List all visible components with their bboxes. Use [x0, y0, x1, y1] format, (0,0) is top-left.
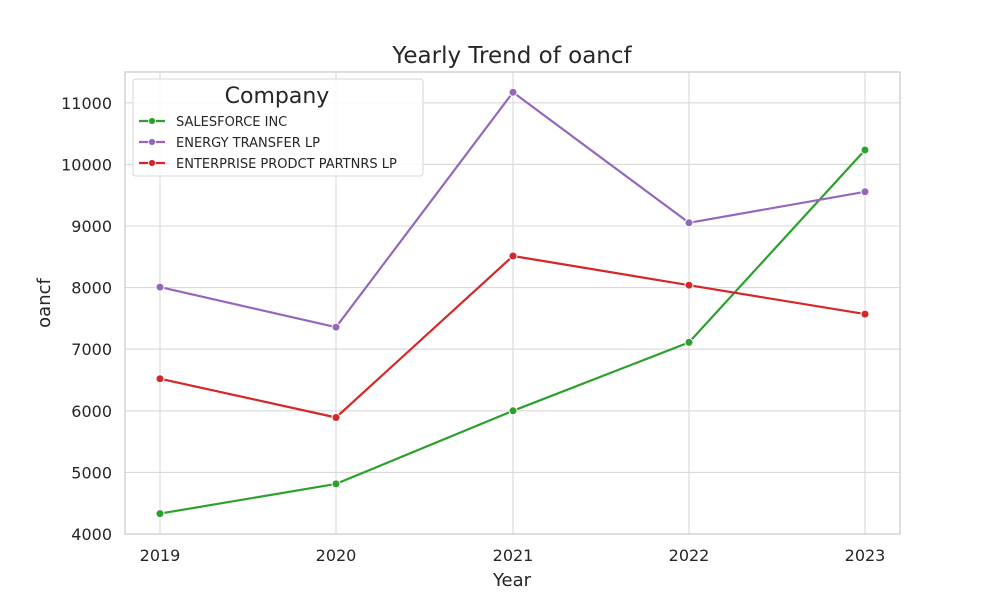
y-tick-label: 8000 [71, 279, 112, 298]
series-group [155, 145, 870, 519]
y-tick-label: 6000 [71, 402, 112, 421]
legend-entry: SALESFORCE INC [139, 115, 287, 130]
data-point [155, 282, 165, 292]
data-point [684, 337, 694, 347]
chart-title: Yearly Trend of oancf [391, 43, 632, 69]
data-point [508, 406, 518, 416]
legend: Company SALESFORCE INC ENERGY TRANSFER LP… [132, 78, 424, 177]
series-group [155, 251, 870, 422]
series-group [155, 87, 870, 332]
data-point [155, 374, 165, 384]
tick-labels: 2019 2020 2021 2022 2023 4000 5000 6000 7000 8000… [61, 94, 885, 565]
data-point [331, 322, 341, 332]
y-tick-label: 9000 [71, 217, 112, 236]
y-axis-title: oancf [34, 277, 55, 327]
legend-marker [148, 159, 156, 167]
data-point [331, 413, 341, 422]
x-axis-title: Year [492, 570, 532, 591]
series-lines [155, 87, 870, 519]
x-tick-label: 2021 [493, 546, 534, 565]
data-point [508, 251, 518, 261]
data-point [155, 509, 165, 519]
x-tick-label: 2020 [316, 546, 357, 565]
legend-box [132, 78, 424, 177]
y-tick-label: 10000 [61, 155, 112, 174]
x-tick-label: 2022 [669, 546, 710, 565]
legend-label: ENTERPRISE PRODCT PARTNRS LP [176, 157, 397, 172]
data-point [331, 479, 341, 489]
legend-label: ENERGY TRANSFER LP [176, 136, 320, 151]
data-point [860, 309, 870, 319]
y-tick-label: 5000 [71, 463, 112, 482]
data-point [684, 218, 694, 228]
data-point [860, 145, 870, 155]
legend-title: Company [225, 84, 330, 109]
legend-label: SALESFORCE INC [176, 115, 287, 130]
data-point [684, 280, 694, 290]
x-tick-label: 2023 [845, 546, 886, 565]
legend-marker [148, 117, 156, 125]
legend-entry: ENTERPRISE PRODCT PARTNRS LP [139, 157, 397, 172]
data-point [508, 87, 518, 97]
x-tick-label: 2019 [140, 546, 181, 565]
legend-entries: SALESFORCE INC ENERGY TRANSFER LP ENTERPRI… [139, 115, 397, 172]
data-point [860, 187, 870, 197]
y-tick-label: 11000 [61, 94, 112, 113]
legend-marker [148, 138, 156, 146]
legend-entry: ENERGY TRANSFER LP [139, 136, 320, 151]
plot-frame [124, 71, 901, 535]
y-tick-label: 4000 [71, 525, 112, 544]
y-tick-label: 7000 [71, 340, 112, 359]
